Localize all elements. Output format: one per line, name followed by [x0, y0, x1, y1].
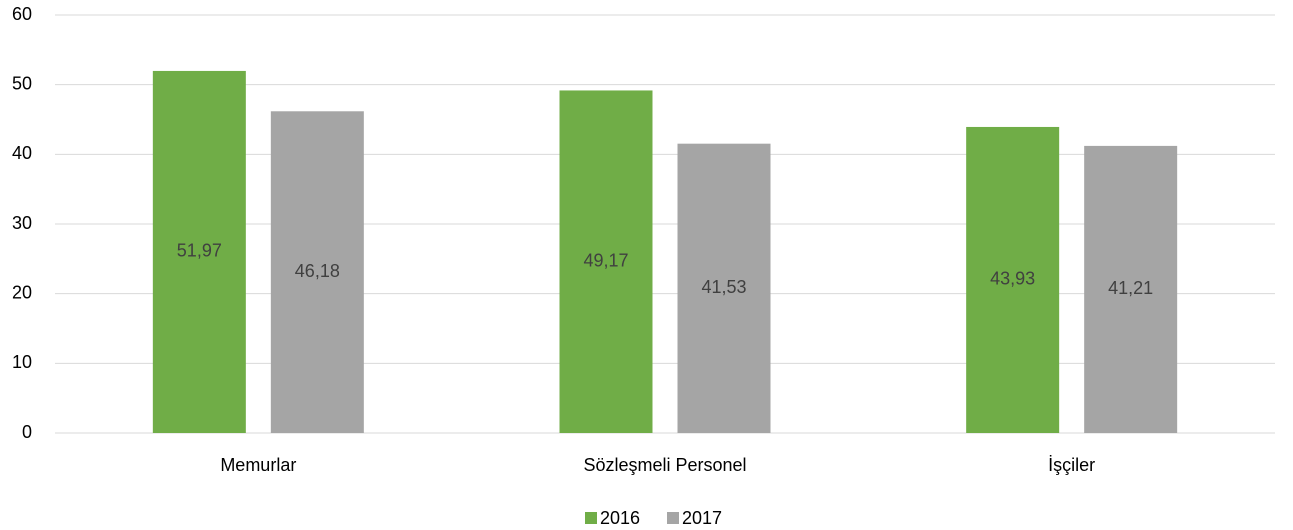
- bar: [677, 143, 771, 434]
- x-tick-label: İşçiler: [1048, 455, 1095, 475]
- value-label: 51,97: [177, 241, 222, 261]
- x-tick-label: Sözleşmeli Personel: [583, 455, 746, 475]
- bar: [1084, 145, 1178, 433]
- y-tick-label: 60: [12, 4, 32, 24]
- x-tick-label: Memurlar: [220, 455, 296, 475]
- legend-label: 2016: [600, 508, 640, 528]
- value-label: 49,17: [583, 250, 628, 270]
- legend-swatch: [585, 512, 597, 524]
- y-tick-label: 10: [12, 352, 32, 372]
- y-tick-label: 30: [12, 213, 32, 233]
- bar: [966, 126, 1060, 433]
- legend-swatch: [667, 512, 679, 524]
- value-label: 46,18: [295, 261, 340, 281]
- value-label: 41,53: [701, 277, 746, 297]
- y-tick-label: 0: [22, 422, 32, 442]
- value-label: 41,21: [1108, 278, 1153, 298]
- y-tick-label: 40: [12, 143, 32, 163]
- bar: [152, 70, 246, 434]
- y-tick-label: 20: [12, 282, 32, 302]
- bar: [270, 111, 364, 434]
- value-label: 43,93: [990, 269, 1035, 289]
- legend-label: 2017: [682, 508, 722, 528]
- y-tick-label: 50: [12, 73, 32, 93]
- bar: [559, 90, 653, 433]
